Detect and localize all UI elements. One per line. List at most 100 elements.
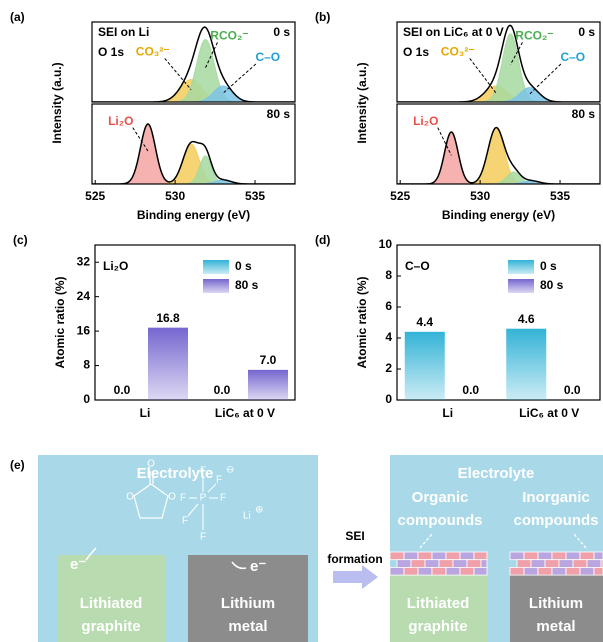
legend-label: 0 s — [235, 259, 252, 273]
sei-block — [397, 560, 411, 568]
component-label: C–O — [560, 50, 585, 64]
sei-block — [524, 552, 538, 560]
peak-component — [92, 144, 295, 184]
sei-block — [580, 552, 594, 560]
component-label: RCO₂⁻ — [515, 29, 553, 43]
y-axis-label: Intensity (a.u.) — [355, 62, 369, 143]
sei-block — [566, 552, 580, 560]
legend-swatch — [508, 260, 534, 274]
x-tick-label: 535 — [550, 189, 570, 203]
leader — [530, 64, 561, 94]
sei-block — [566, 567, 580, 575]
peak-component — [397, 128, 600, 184]
ion: Li — [243, 511, 251, 522]
sei-block — [460, 567, 474, 575]
atom: F — [180, 493, 186, 504]
chart-title: SEI on Li — [98, 25, 149, 39]
bar — [248, 370, 288, 400]
value-label: 4.4 — [416, 315, 433, 329]
sei-block — [524, 567, 538, 575]
anode-label: graphite — [81, 618, 140, 635]
sei-block — [432, 567, 446, 575]
component-label: Li₂O — [108, 114, 133, 128]
sei-block — [594, 567, 603, 575]
electrolyte-label: Electrolyte — [458, 465, 535, 482]
subplot — [92, 124, 295, 184]
chart-title: C–O — [405, 259, 430, 273]
subplot-label: 80 s — [572, 107, 596, 121]
y-tick-label: 16 — [77, 323, 91, 337]
bar — [405, 332, 445, 400]
inorganic-label: Inorganic — [522, 489, 590, 506]
value-label: 0.0 — [214, 383, 231, 397]
atom: O — [168, 492, 176, 503]
y-tick-label: 2 — [385, 361, 392, 375]
subplot-label: 80 s — [267, 107, 291, 121]
value-label: 0.0 — [564, 383, 581, 397]
y-tick-label: 8 — [385, 268, 392, 282]
y-axis-label: Atomic ratio (%) — [355, 276, 369, 368]
atom: F — [216, 475, 222, 486]
sei-block — [432, 552, 446, 560]
leader — [470, 58, 496, 93]
sei-block — [425, 560, 439, 568]
component-label: Li₂O — [413, 114, 438, 128]
atom: O — [126, 492, 134, 503]
legend-swatch — [203, 279, 229, 293]
sei-block — [453, 560, 467, 568]
legend-label: 80 s — [540, 278, 564, 292]
sei-block — [481, 560, 487, 568]
metal-label: metal — [228, 618, 267, 635]
legend-swatch — [203, 260, 229, 274]
process-label: SEI — [345, 529, 364, 543]
panel-label: (b) — [315, 10, 330, 24]
legend-label: 0 s — [540, 259, 557, 273]
y-tick-label: 4 — [385, 330, 392, 344]
panel-label: (e) — [10, 458, 25, 472]
sei-block — [594, 552, 603, 560]
x-tick-label: LiC₆ at 0 V — [215, 406, 275, 420]
atom: F — [220, 493, 226, 504]
sei-block — [517, 560, 531, 568]
panel-label: (c) — [13, 233, 28, 247]
leader — [223, 64, 256, 93]
sei-block — [545, 560, 559, 568]
y-axis-label: Intensity (a.u.) — [50, 62, 64, 143]
y-tick-label: 8 — [83, 358, 90, 372]
sei-block — [587, 560, 601, 568]
sei-block — [446, 567, 460, 575]
value-label: 0.0 — [462, 383, 479, 397]
sei-block — [474, 567, 487, 575]
sei-block — [411, 560, 425, 568]
atom: F — [200, 466, 206, 477]
sei-block — [439, 560, 453, 568]
legend-label: 80 s — [235, 278, 259, 292]
chart-subtitle: O 1s — [403, 45, 429, 59]
figure: (e) Electrolyte O O O P F F F F F F ⊖ Li… — [0, 0, 603, 642]
component-label: C–O — [255, 50, 280, 64]
value-label: 16.8 — [156, 311, 180, 325]
component-label: RCO₂⁻ — [210, 29, 248, 43]
x-axis-label: Binding energy (eV) — [442, 208, 555, 222]
atom: O — [147, 459, 155, 470]
x-tick-label: 530 — [165, 189, 185, 203]
y-axis-label: Atomic ratio (%) — [53, 276, 67, 368]
x-tick-label: 525 — [85, 189, 105, 203]
x-tick-label: 535 — [245, 189, 265, 203]
metal-label: Lithium — [221, 595, 275, 612]
x-tick-label: 530 — [470, 189, 490, 203]
x-tick-label: Li — [442, 406, 453, 420]
y-tick-label: 10 — [379, 237, 393, 251]
organic-label: Organic — [412, 489, 469, 506]
bar — [148, 328, 188, 400]
charge: ⊕ — [255, 505, 263, 516]
sei-block — [559, 560, 573, 568]
sei-block — [446, 552, 460, 560]
sei-block — [510, 552, 524, 560]
chart-title: SEI on LiC₆ at 0 V — [403, 25, 504, 39]
subplot — [397, 128, 600, 184]
atom: F — [200, 532, 206, 543]
metal-label: Lithium — [529, 595, 583, 612]
page: (e) Electrolyte O O O P F F F F F F ⊖ Li… — [0, 0, 603, 642]
y-tick-label: 32 — [77, 254, 91, 268]
